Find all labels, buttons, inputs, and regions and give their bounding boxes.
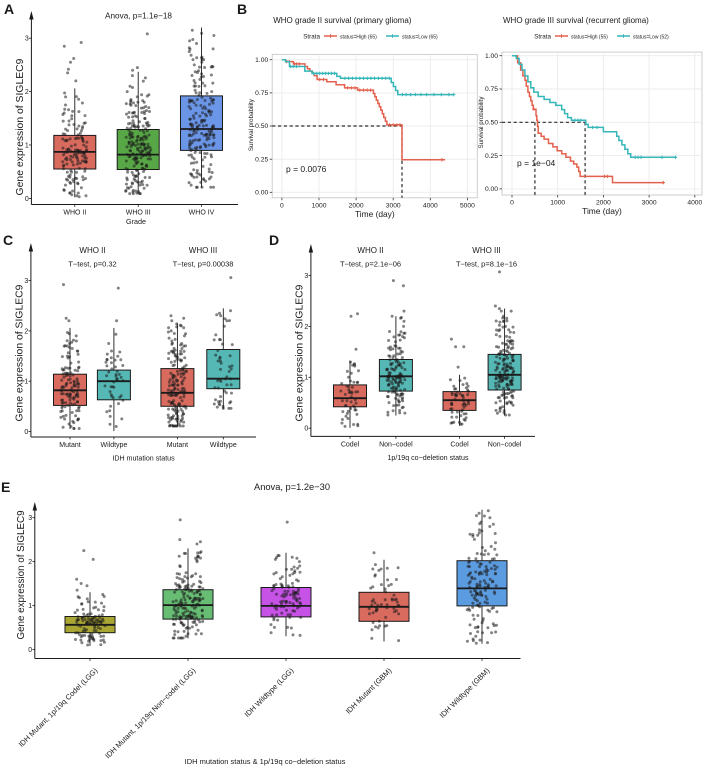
svg-text:WHO III: WHO III [126,210,151,217]
svg-text:status=High (65): status=High (65) [340,34,377,40]
svg-text:Non−codel: Non−codel [379,441,413,448]
svg-text:4000: 4000 [687,200,702,207]
svg-text:WHO II: WHO II [357,246,383,255]
svg-text:1.00: 1.00 [485,53,498,60]
svg-text:T−test, p=2.1e−06: T−test, p=2.1e−06 [340,260,401,269]
svg-text:IDH Mutant, 1p/19q Codel (LGG): IDH Mutant, 1p/19q Codel (LGG) [17,666,100,749]
svg-text:IDH mutation status & 1p/19q c: IDH mutation status & 1p/19q co−deletion… [185,757,346,766]
svg-text:IDH Mutant, 1p/19q Non−codel (: IDH Mutant, 1p/19q Non−codel (LGG) [103,666,197,760]
svg-text:Survival probability: Survival probability [248,98,255,151]
svg-text:Non−codel: Non−codel [488,441,522,448]
svg-text:T−test, p=8.1e−16: T−test, p=8.1e−16 [456,260,517,269]
svg-text:2: 2 [304,324,308,331]
svg-text:status=Low (65): status=Low (65) [402,34,438,40]
svg-text:Gene expression of SIGLEC9: Gene expression of SIGLEC9 [15,58,26,195]
svg-text:1: 1 [28,603,32,610]
svg-text:Time (day): Time (day) [355,209,395,219]
svg-text:2: 2 [24,328,28,335]
svg-text:Mutant: Mutant [59,442,80,449]
svg-text:Gene expression of SIGLEC9: Gene expression of SIGLEC9 [16,510,27,639]
svg-text:Wildtype: Wildtype [100,442,127,449]
svg-text:0.00: 0.00 [485,186,498,193]
svg-text:D: D [269,232,279,248]
svg-text:1000: 1000 [312,202,327,209]
svg-text:WHO grade III survival (recurr: WHO grade III survival (recurrent glioma… [503,16,649,25]
svg-text:0.50: 0.50 [255,123,268,130]
svg-text:WHO II: WHO II [79,246,105,255]
svg-text:3: 3 [304,273,308,280]
svg-text:B: B [237,1,247,17]
svg-text:3: 3 [28,515,32,522]
svg-text:0: 0 [280,202,284,209]
svg-text:IDH Wildtype (GBM): IDH Wildtype (GBM) [438,666,492,720]
svg-text:C: C [3,232,13,248]
svg-text:Time (day): Time (day) [582,206,622,216]
svg-text:1.00: 1.00 [255,57,268,64]
svg-text:0.75: 0.75 [485,86,498,93]
svg-text:Strata: Strata [534,34,551,41]
svg-text:Gene expression of SIGLEC9: Gene expression of SIGLEC9 [295,284,306,421]
svg-text:status=High (55): status=High (55) [571,34,608,40]
svg-text:Survival probability: Survival probability [478,96,485,149]
svg-text:E: E [1,479,10,495]
svg-text:2000: 2000 [596,200,611,207]
svg-text:1: 1 [24,379,28,386]
svg-text:T−test, p=0.32: T−test, p=0.32 [68,260,116,269]
svg-text:Gene expression of SIGLEC9: Gene expression of SIGLEC9 [15,284,26,421]
svg-text:0: 0 [25,196,29,203]
svg-text:0: 0 [24,429,28,436]
svg-text:WHO grade II survival (primary: WHO grade II survival (primary glioma) [273,16,412,25]
svg-text:0.25: 0.25 [485,153,498,160]
svg-text:Strata: Strata [303,34,320,41]
svg-text:1: 1 [25,142,29,149]
svg-text:5000: 5000 [460,202,475,209]
svg-text:4000: 4000 [423,202,438,209]
svg-text:3000: 3000 [386,202,401,209]
svg-text:1000: 1000 [550,200,565,207]
svg-text:2: 2 [28,559,32,566]
svg-text:0: 0 [510,200,514,207]
svg-text:WHO III: WHO III [472,246,500,255]
svg-text:p = 1e−04: p = 1e−04 [517,158,556,168]
svg-text:Codel: Codel [341,441,360,448]
svg-text:Anova, p=1.1e−18: Anova, p=1.1e−18 [105,12,172,21]
svg-text:0.75: 0.75 [255,90,268,97]
svg-text:3000: 3000 [642,200,657,207]
svg-text:3: 3 [25,36,29,43]
svg-text:IDH mutation status: IDH mutation status [112,455,175,463]
svg-text:WHO IV: WHO IV [189,210,215,217]
svg-text:WHO II: WHO II [63,210,86,217]
svg-text:3: 3 [24,278,28,285]
svg-text:IDH Wildtype (LGG): IDH Wildtype (LGG) [243,666,296,719]
svg-text:WHO III: WHO III [189,246,217,255]
svg-text:p = 0.0076: p = 0.0076 [286,164,327,174]
svg-text:2000: 2000 [349,202,364,209]
svg-text:Mutant: Mutant [167,442,188,449]
svg-text:Codel: Codel [450,441,469,448]
svg-text:2: 2 [25,89,29,96]
svg-text:0.25: 0.25 [255,156,268,163]
svg-text:Grade: Grade [126,217,146,226]
svg-text:1p/19q co−deletion status: 1p/19q co−deletion status [387,454,469,462]
svg-text:IDH Mutant (GBM): IDH Mutant (GBM) [344,666,394,716]
svg-text:1: 1 [304,375,308,382]
svg-text:status=Low (52): status=Low (52) [633,34,669,40]
svg-text:T−test, p=0.00038: T−test, p=0.00038 [173,260,234,269]
svg-text:0: 0 [28,647,32,654]
svg-text:0.00: 0.00 [255,190,268,197]
svg-text:A: A [4,1,14,17]
svg-text:0: 0 [304,426,308,433]
svg-text:Anova, p=1.2e−30: Anova, p=1.2e−30 [254,482,330,492]
svg-text:0.50: 0.50 [485,120,498,127]
svg-text:Wildtype: Wildtype [210,442,237,449]
